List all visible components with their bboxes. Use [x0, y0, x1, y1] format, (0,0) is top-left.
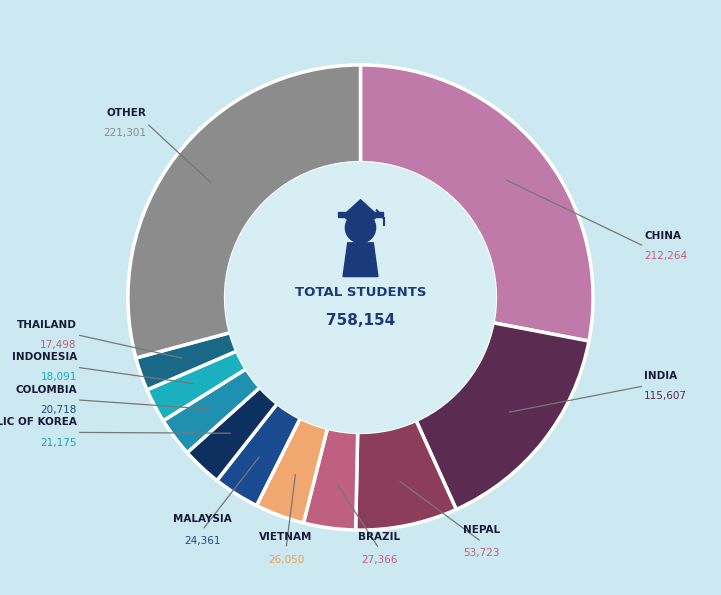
Text: 17,498: 17,498 — [40, 340, 76, 350]
Wedge shape — [360, 65, 593, 341]
Text: INDONESIA: INDONESIA — [12, 352, 76, 362]
Text: 24,361: 24,361 — [184, 537, 221, 546]
Text: 212,264: 212,264 — [645, 252, 687, 261]
Text: 115,607: 115,607 — [645, 391, 687, 401]
Text: 27,366: 27,366 — [360, 555, 397, 565]
Text: OTHER: OTHER — [107, 108, 146, 118]
Circle shape — [345, 212, 376, 243]
Text: VIETNAM: VIETNAM — [260, 533, 313, 542]
Polygon shape — [343, 200, 378, 231]
Text: BRAZIL: BRAZIL — [358, 533, 400, 542]
Text: TOTAL STUDENTS: TOTAL STUDENTS — [295, 286, 426, 299]
Wedge shape — [304, 428, 358, 530]
Text: CHINA: CHINA — [645, 231, 681, 241]
Wedge shape — [416, 322, 589, 509]
Text: 53,723: 53,723 — [463, 548, 500, 558]
Polygon shape — [343, 243, 378, 277]
Text: 18,091: 18,091 — [40, 372, 76, 383]
Text: THAILAND: THAILAND — [17, 320, 76, 330]
Bar — [338, 212, 383, 217]
Wedge shape — [128, 65, 360, 358]
Wedge shape — [217, 403, 300, 506]
Wedge shape — [355, 421, 456, 530]
Wedge shape — [187, 387, 277, 480]
Text: INDIA: INDIA — [645, 371, 677, 381]
Wedge shape — [257, 418, 327, 523]
Text: COLOMBIA: COLOMBIA — [15, 385, 76, 394]
Circle shape — [226, 162, 495, 433]
Text: 20,718: 20,718 — [40, 405, 76, 415]
Text: 221,301: 221,301 — [104, 128, 146, 138]
Text: NEPAL: NEPAL — [463, 525, 500, 536]
Text: 26,050: 26,050 — [268, 555, 304, 565]
Text: 758,154: 758,154 — [326, 313, 395, 328]
Text: REPUBLIC OF KOREA: REPUBLIC OF KOREA — [0, 417, 76, 427]
Wedge shape — [147, 351, 246, 421]
Text: MALAYSIA: MALAYSIA — [173, 513, 231, 524]
Wedge shape — [136, 333, 236, 390]
Text: 21,175: 21,175 — [40, 437, 76, 447]
Wedge shape — [163, 369, 260, 453]
